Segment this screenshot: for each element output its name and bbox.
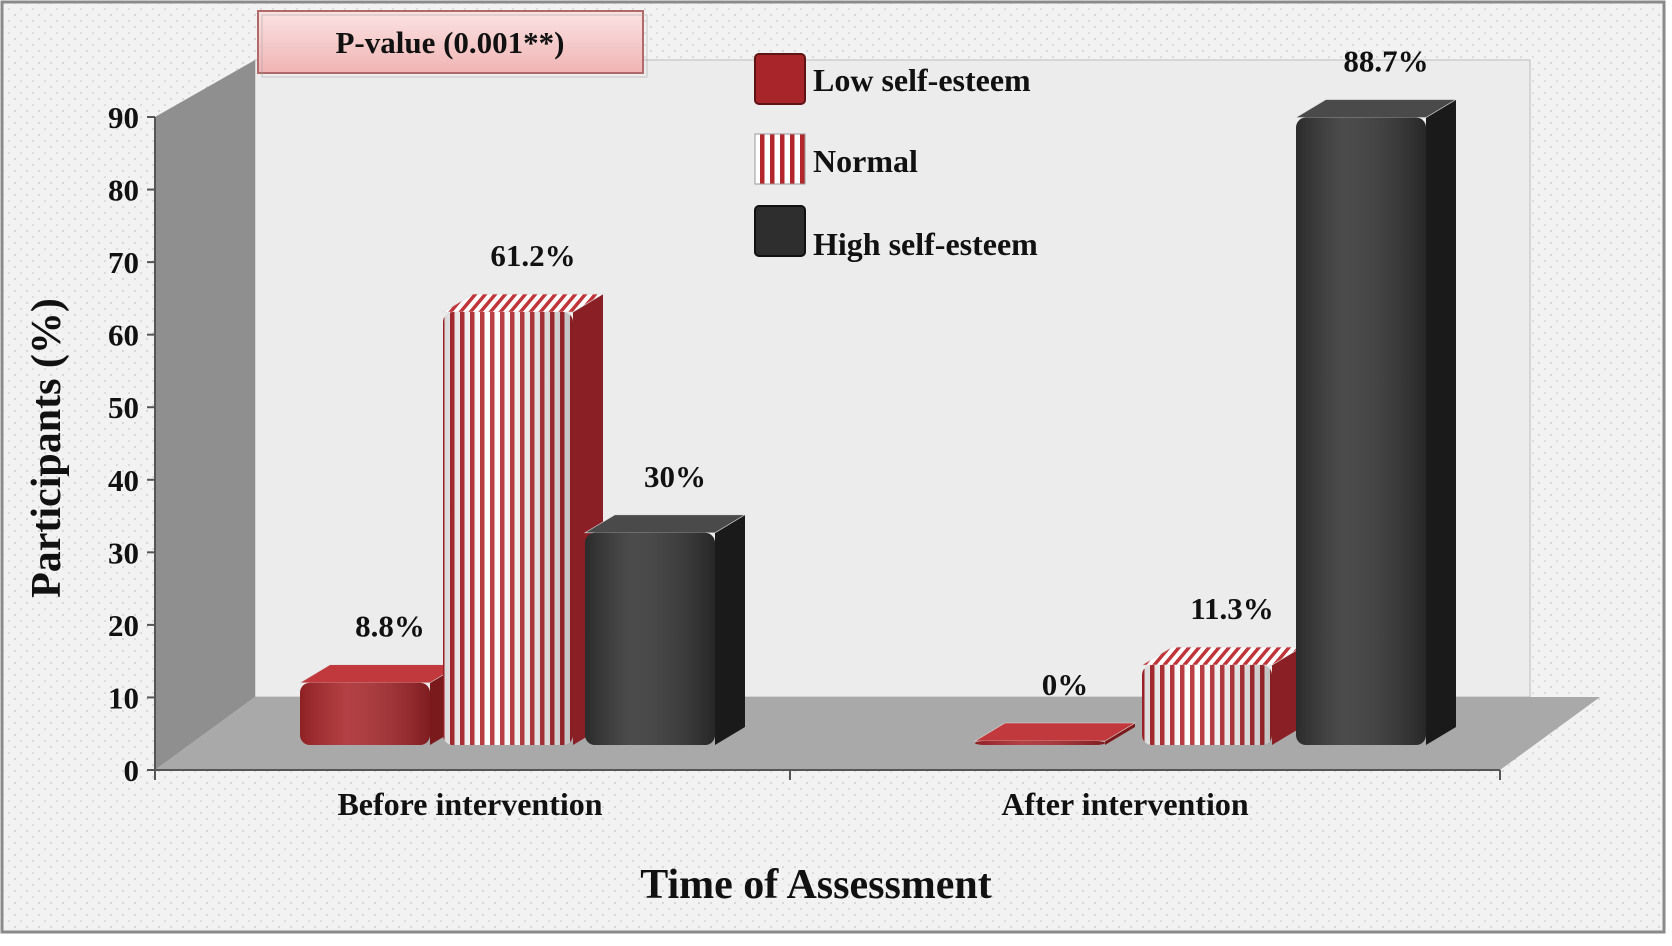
bar-normal-before bbox=[441, 293, 605, 745]
x-tick-label: After intervention bbox=[1001, 786, 1249, 822]
legend-label-high: High self-esteem bbox=[813, 226, 1038, 262]
bar-side-face bbox=[1105, 723, 1135, 745]
legend-swatch-low bbox=[754, 53, 806, 105]
bar-low-after bbox=[973, 722, 1137, 745]
bars-group bbox=[298, 99, 1458, 745]
y-tick-label: 0 bbox=[124, 753, 140, 788]
bar-side-face bbox=[1272, 647, 1302, 745]
legend-swatch-normal bbox=[754, 133, 806, 185]
bar-shading bbox=[1142, 665, 1272, 745]
value-label-low-before: 8.8% bbox=[355, 609, 425, 644]
y-tick-label: 70 bbox=[108, 245, 139, 280]
y-tick-label: 50 bbox=[108, 390, 139, 425]
bar-shading bbox=[975, 741, 1105, 745]
p-value-box: P-value (0.001**) bbox=[257, 10, 648, 78]
bar-normal-after bbox=[1140, 646, 1304, 745]
value-label-low-after: 0% bbox=[1042, 667, 1089, 702]
bar-side-face bbox=[1426, 99, 1456, 745]
bar-high-before bbox=[583, 514, 747, 745]
p-value-text: P-value (0.001**) bbox=[335, 25, 564, 60]
x-axis-ticks: Before intervention After intervention bbox=[154, 770, 1501, 822]
y-axis-title: Participants (%) bbox=[24, 298, 70, 598]
y-tick-label: 80 bbox=[108, 173, 139, 208]
bar-shading bbox=[300, 682, 430, 745]
bar-low-before bbox=[298, 664, 462, 745]
plot-side-wall bbox=[155, 60, 255, 770]
y-tick-label: 20 bbox=[108, 608, 139, 643]
legend-label-normal: Normal bbox=[813, 143, 918, 179]
y-tick-label: 40 bbox=[108, 463, 139, 498]
bar-side-face bbox=[715, 514, 745, 745]
value-labels-group: 8.8% 61.2% 30% 0% 11.3% 88.7% bbox=[355, 44, 1429, 702]
bar-shading bbox=[1296, 117, 1426, 745]
value-label-high-before: 30% bbox=[644, 459, 706, 494]
x-axis-title: Time of Assessment bbox=[640, 862, 992, 908]
value-label-high-after: 88.7% bbox=[1343, 44, 1428, 79]
y-tick-label: 10 bbox=[108, 680, 139, 715]
y-axis-ticks: 0 10 20 30 40 50 60 70 80 90 bbox=[108, 100, 155, 788]
x-tick-label: Before intervention bbox=[337, 786, 602, 822]
y-tick-label: 30 bbox=[108, 535, 139, 570]
value-label-normal-after: 11.3% bbox=[1190, 591, 1274, 626]
value-label-normal-before: 61.2% bbox=[490, 238, 575, 273]
bar-high-after bbox=[1294, 99, 1458, 745]
bar-shading bbox=[585, 532, 715, 745]
legend-swatch-high bbox=[754, 205, 806, 257]
legend-label-low: Low self-esteem bbox=[813, 62, 1031, 98]
y-tick-label: 90 bbox=[108, 100, 139, 135]
y-tick-label: 60 bbox=[108, 318, 139, 353]
legend: Low self-esteem Normal High self-esteem bbox=[754, 53, 1038, 262]
bar-shading bbox=[443, 312, 573, 745]
